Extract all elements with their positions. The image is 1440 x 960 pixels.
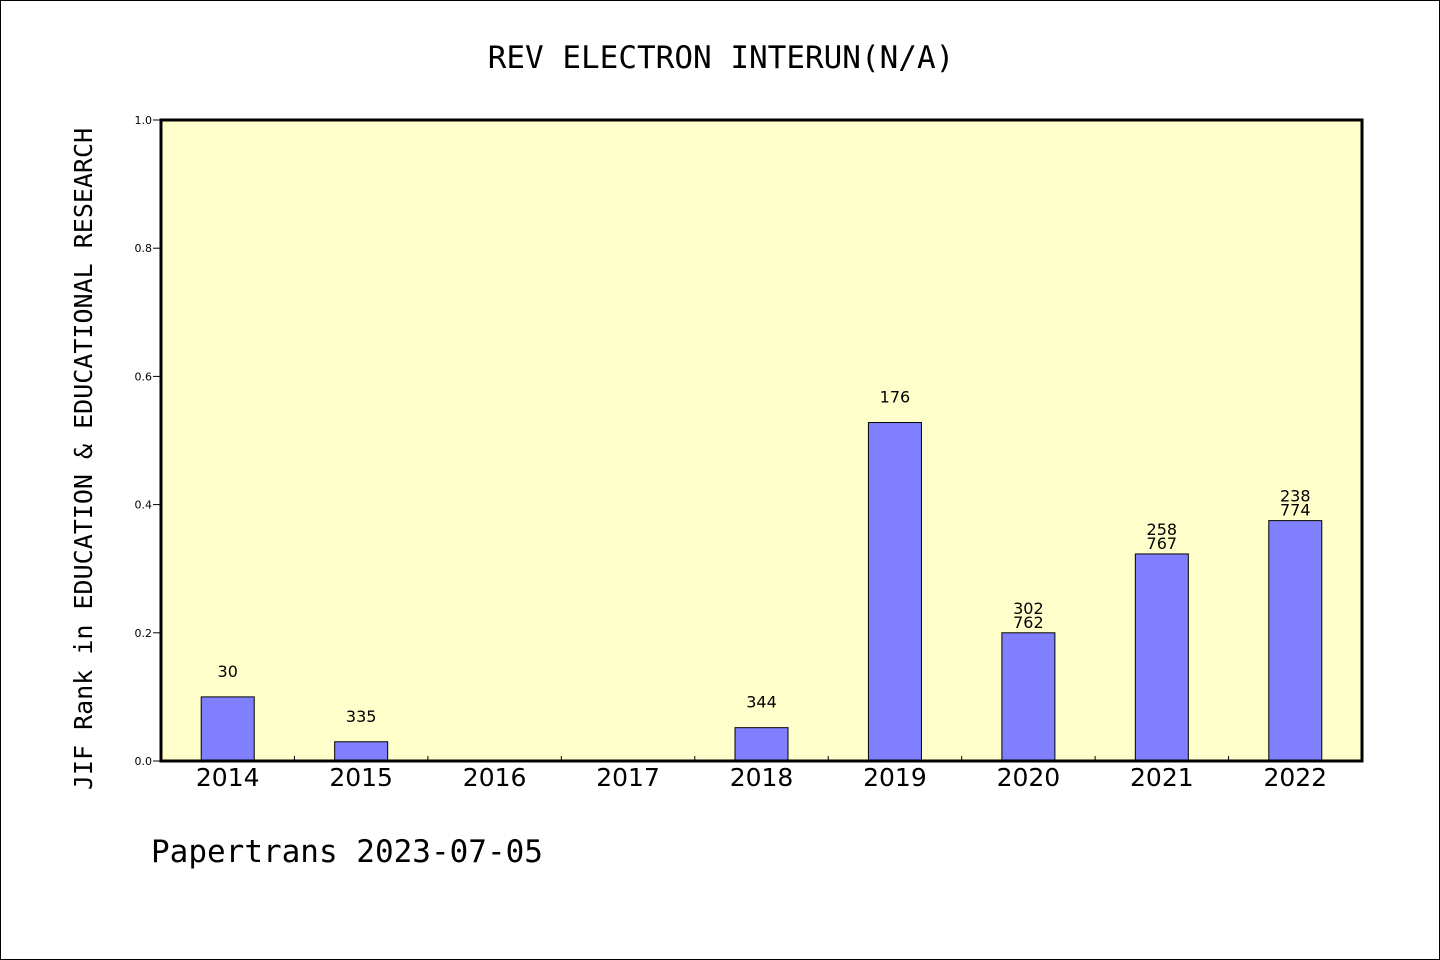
x-tick-label-2015: 2015 [329,763,393,792]
x-tick-label-2019: 2019 [863,763,927,792]
y-tick-label: 0.2 [135,627,153,640]
ticks-layer: 2014 2015 2016 2017 2018 2019 2020 2021 2022 0.0 0… [135,114,1328,792]
x-tick-label-2016: 2016 [463,763,527,792]
x-tick-label-2020: 2020 [997,763,1061,792]
x-tick-label-2014: 2014 [196,763,260,792]
bar-data-label: 774 [1280,501,1311,520]
bar-2015 [334,741,389,762]
bar-2018 [734,727,789,762]
bar-data-label: 344 [746,693,777,712]
chart-title: REV ELECTRON INTERUN(N/A) [488,40,955,76]
bar-2019 [867,422,922,762]
bar-2014 [200,696,255,762]
y-tick-label: 0.8 [135,242,153,255]
y-tick-label: 0.6 [135,370,153,383]
bar-data-label: 767 [1147,534,1178,553]
bar-data-label: 176 [880,388,911,407]
x-tick-label-2021: 2021 [1130,763,1194,792]
x-tick-label-2022: 2022 [1263,763,1327,792]
bar-data-label: 335 [346,707,377,726]
y-axis-label: JIF Rank in EDUCATION & EDUCATIONAL RESE… [69,128,98,790]
x-tick-label-2017: 2017 [596,763,660,792]
y-tick-label: 0.4 [135,499,153,512]
bar-2020 [1001,632,1056,762]
bar-data-label: 258 [1147,520,1178,539]
y-tick-label: 0.0 [135,755,153,768]
bar-data-label: 302 [1013,599,1044,618]
bar-data-label: 762 [1013,613,1044,632]
plot-border [159,118,1364,763]
x-tick-label-2018: 2018 [730,763,794,792]
y-tick-label: 1.0 [135,114,153,127]
bar-data-label: 30 [218,662,238,681]
bar-data-label: 238 [1280,487,1311,506]
footer-credit: Papertrans 2023-07-05 [151,834,543,870]
bar-2022 [1268,520,1323,762]
bar-2021 [1134,553,1189,762]
